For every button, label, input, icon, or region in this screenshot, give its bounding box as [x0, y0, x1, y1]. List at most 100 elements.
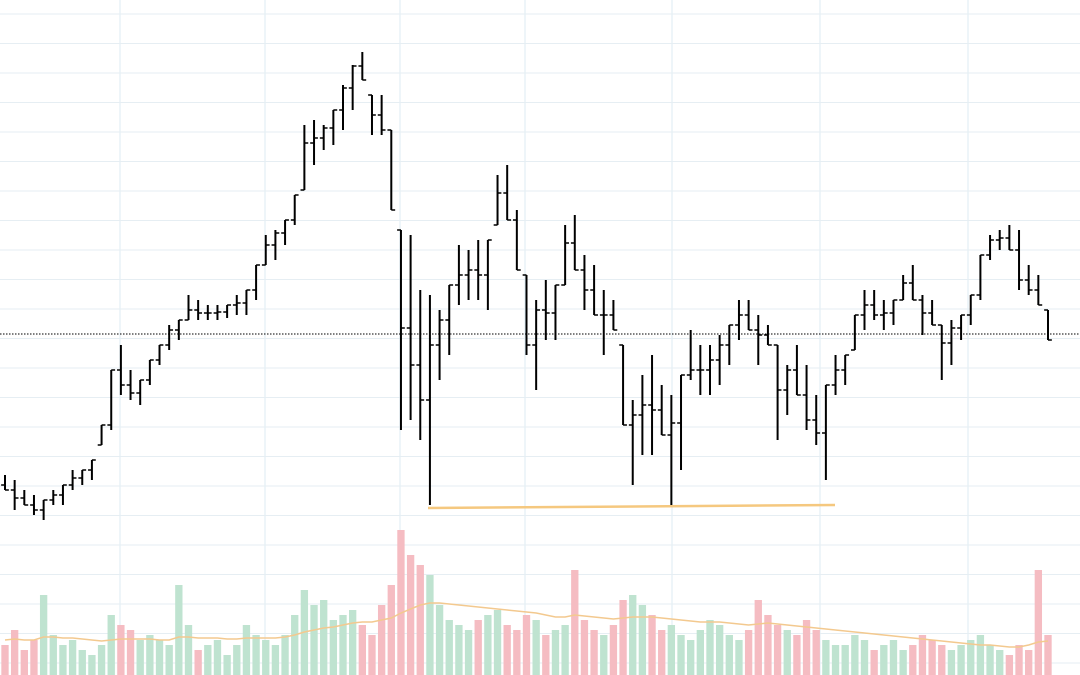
volume-bar [10, 630, 19, 675]
volume-bar [658, 630, 666, 675]
volume-bar [262, 640, 270, 675]
volume-bar [20, 650, 28, 675]
volume-bar [667, 625, 676, 675]
volume-bar [870, 650, 878, 675]
volume-bar [291, 615, 299, 675]
volume-bar [918, 635, 927, 675]
volume-bar [242, 625, 251, 675]
volume-bar [677, 635, 685, 675]
volume-bar [551, 630, 560, 675]
volume-bar [831, 645, 840, 675]
volume-bar [638, 605, 647, 675]
volume-bar [513, 630, 521, 675]
volume-bar [397, 530, 405, 675]
volume-bar [387, 585, 395, 675]
volume-bar [329, 620, 338, 675]
volume-bar [696, 630, 705, 675]
volume-bar [1, 645, 9, 675]
volume-bar [976, 635, 985, 675]
volume-bar [165, 645, 173, 675]
volume-bar [39, 595, 48, 675]
volume-bar [851, 635, 859, 675]
volume-bar [368, 635, 376, 675]
volume-bar [996, 650, 1004, 675]
volume-bar [1015, 645, 1023, 675]
volume-bar [561, 625, 569, 675]
volume-bar [184, 625, 193, 675]
volume-moving-average [4, 602, 1049, 648]
volume-bar [609, 625, 618, 675]
volume-bar [928, 640, 936, 675]
volume-bar [542, 635, 550, 675]
volume-bar [706, 620, 714, 675]
volume-bar [1025, 650, 1033, 675]
volume-bar [754, 600, 762, 675]
volume-bar [455, 625, 463, 675]
volume-bar [416, 565, 424, 675]
volume-bar [233, 645, 241, 675]
volume-bar [146, 635, 154, 675]
volume-bar [629, 595, 637, 675]
volume-bar [348, 610, 357, 675]
volume-bar [580, 620, 589, 675]
support-line [427, 503, 836, 510]
volume-bar [358, 625, 366, 675]
volume-bar [532, 620, 540, 675]
volume-bar [822, 640, 830, 675]
volume-bar [59, 645, 67, 675]
volume-bar [117, 625, 125, 675]
volume-bar [889, 640, 898, 675]
volume-bar [812, 630, 820, 675]
volume-bar [1044, 635, 1052, 675]
volume-bar [1005, 655, 1014, 675]
volume-bar [78, 650, 86, 675]
volume-bar [600, 635, 608, 675]
volume-panel [1, 530, 1052, 675]
volume-bar [445, 620, 453, 675]
volume-bar [715, 625, 724, 675]
volume-bar [909, 645, 917, 675]
price-panel [0, 52, 1080, 520]
volume-bar [802, 620, 811, 675]
volume-bar [938, 645, 946, 675]
volume-bar [783, 630, 791, 675]
volume-bar [841, 645, 849, 675]
volume-bar [648, 615, 656, 675]
volume-bar [522, 615, 531, 675]
volume-bar [793, 635, 801, 675]
volume-bar [957, 645, 965, 675]
volume-bar [406, 555, 415, 675]
volume-bar [503, 625, 511, 675]
volume-bar [281, 635, 289, 675]
volume-bar [136, 640, 144, 675]
volume-bar [271, 645, 280, 675]
volume-bar [860, 640, 869, 675]
volume-bar [484, 615, 492, 675]
volume-bar [744, 630, 753, 675]
volume-bar [310, 605, 318, 675]
volume-bar [126, 630, 135, 675]
volume-bar [986, 645, 994, 675]
volume-bar [204, 645, 212, 675]
volume-bar [435, 605, 444, 675]
volume-bar [252, 635, 260, 675]
volume-bar [967, 640, 975, 675]
volume-bar [947, 650, 956, 675]
volume-bar [899, 650, 907, 675]
volume-bar [426, 575, 434, 675]
volume-bar [223, 655, 231, 675]
volume-bar [571, 570, 579, 675]
volume-bar [30, 640, 38, 675]
volume-bar [773, 625, 782, 675]
volume-bar [880, 645, 888, 675]
volume-bar [194, 650, 202, 675]
volume-bar [155, 640, 164, 675]
volume-bar [725, 635, 733, 675]
volume-bar [88, 655, 96, 675]
volume-bar [590, 630, 598, 675]
volume-bar [175, 585, 183, 675]
volume-bar [493, 610, 502, 675]
